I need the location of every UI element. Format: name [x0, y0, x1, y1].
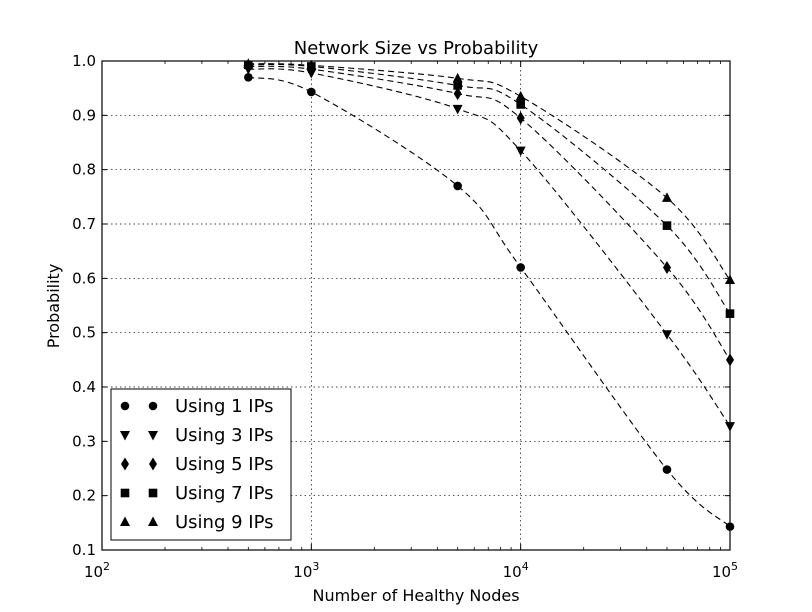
series-group: [243, 58, 735, 284]
series-group: [244, 60, 735, 318]
data-point: [453, 181, 462, 191]
legend-label: Using 7 IPs: [175, 483, 274, 504]
legend-label: Using 9 IPs: [175, 512, 274, 533]
data-point: [452, 72, 463, 83]
series-group: [243, 65, 735, 432]
data-point: [661, 330, 672, 340]
legend-marker: [149, 457, 157, 471]
data-point: [662, 465, 672, 474]
series-line: [248, 63, 731, 314]
legend: Using 1 IPs Using 3 IPs Using 5 IPs Using 7…: [110, 388, 292, 541]
y-tick-label: 0.9: [72, 106, 96, 124]
y-tick-label: 0.4: [72, 378, 96, 396]
data-point: [452, 104, 463, 115]
x-tick-label: 103: [293, 560, 319, 581]
legend-marker: [121, 457, 129, 471]
legend-marker: [148, 516, 158, 526]
y-tick-label: 0.5: [72, 324, 96, 342]
y-tick-label: 0.6: [72, 269, 96, 287]
legend-box: [110, 388, 292, 541]
data-point: [515, 90, 526, 101]
axis-ticks: 0.1 0.2 0.3 0.4 0.5 0.6 0.7 0.8 0.9 1.0 102 103 104 1…: [72, 52, 738, 581]
data-point: [516, 100, 525, 109]
y-tick-label: 0.7: [72, 215, 96, 233]
legend-marker: [120, 431, 130, 441]
legend-marker: [120, 488, 130, 498]
y-tick-label: 1.0: [72, 52, 96, 70]
series-line: [248, 68, 731, 427]
y-tick-label: 0.8: [72, 161, 96, 179]
data-point: [516, 111, 525, 125]
y-axis-label: Probability: [44, 264, 63, 349]
legend-label: Using 1 IPs: [175, 396, 274, 417]
data-point: [516, 263, 525, 272]
data-point: [662, 221, 672, 230]
series-group: [244, 73, 735, 531]
legend-marker: [148, 401, 158, 411]
chart-title: Network Size vs Probability: [294, 38, 539, 59]
data-point: [307, 87, 316, 97]
y-tick-label: 0.1: [72, 541, 96, 559]
legend-marker: [148, 488, 158, 498]
y-tick-label: 0.3: [72, 432, 96, 450]
series-line: [248, 65, 731, 361]
x-axis-label: Number of Healthy Nodes: [312, 586, 519, 605]
series-line: [248, 63, 731, 281]
grid: [102, 61, 730, 550]
data-point: [244, 73, 253, 82]
legend-marker: [148, 431, 158, 441]
data-point: [453, 81, 462, 90]
plot-series: [243, 58, 735, 531]
legend-label: Using 3 IPs: [175, 425, 274, 446]
x-tick-label: 104: [503, 560, 529, 581]
data-point: [453, 87, 462, 101]
legend-label: Using 5 IPs: [175, 454, 274, 475]
series-line: [248, 76, 731, 528]
data-point: [515, 146, 526, 157]
plot-area-frame: [101, 60, 731, 551]
x-tick-label: 102: [84, 560, 110, 581]
data-point: [661, 192, 672, 202]
legend-marker: [120, 401, 130, 411]
data-point: [662, 260, 671, 274]
series-group: [244, 59, 734, 367]
y-tick-label: 0.2: [72, 487, 96, 505]
x-tick-label: 105: [712, 560, 738, 581]
legend-marker: [120, 516, 130, 526]
